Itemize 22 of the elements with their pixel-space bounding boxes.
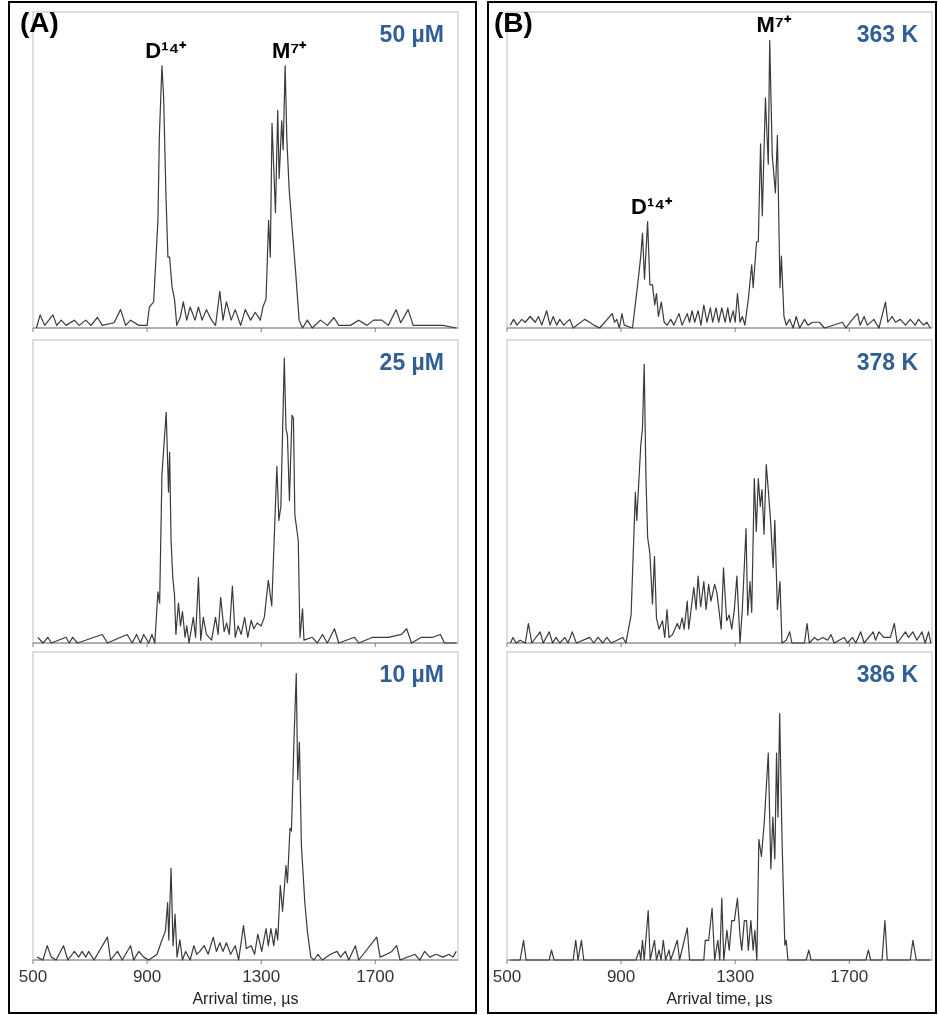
x-tick-label: 1300 [716,967,755,986]
annotation: M⁷⁺ [756,12,792,38]
x-tick-label: 500 [492,967,522,986]
x-tick-label: 900 [606,967,636,986]
annotation: M⁷⁺ [271,37,308,63]
x-axis-title: Arrival time, µs [192,990,299,1007]
chart-title: 386 K [856,661,919,687]
text: (B) [494,7,533,38]
chart-title: 50 µM [379,21,444,47]
chart-title: 378 K [856,349,919,375]
chart-title: 25 µM [379,349,444,375]
x-tick-label: 900 [132,967,162,986]
x-tick-label: 1700 [830,967,869,986]
chart-title: 363 K [856,21,919,47]
x-tick-label: 1300 [242,967,281,986]
x-tick-label: 1700 [356,967,395,986]
x-tick-label: 500 [18,967,48,986]
annotation: D¹⁴⁺ [631,193,674,219]
chart-title: 10 µM [379,661,444,687]
text: (A) [20,7,59,38]
x-axis-title: Arrival time, µs [666,990,773,1007]
annotation: D¹⁴⁺ [145,37,188,63]
